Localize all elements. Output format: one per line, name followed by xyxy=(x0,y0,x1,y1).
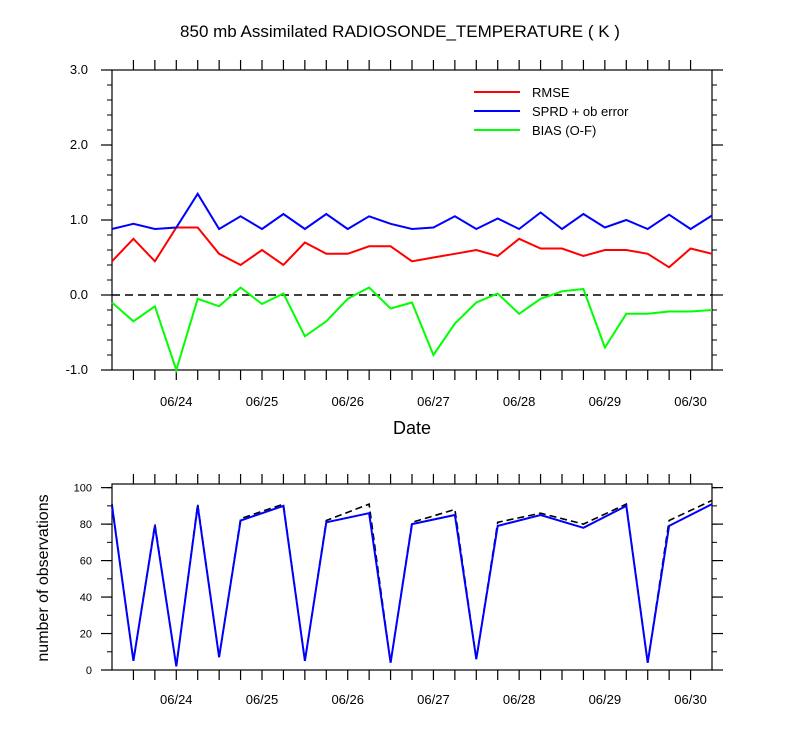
legend-label-2: BIAS (O-F) xyxy=(532,123,596,138)
top-series-line-1 xyxy=(111,191,713,231)
top-x-tick-label: 06/26 xyxy=(331,394,364,409)
bottom-x-tick-label: 06/27 xyxy=(417,692,450,707)
bottom-series-line-1 xyxy=(111,503,713,667)
top-x-tick-label: 06/30 xyxy=(674,394,707,409)
bottom-y-tick-label: 0 xyxy=(86,665,92,677)
legend-label-1: SPRD + ob error xyxy=(532,104,629,119)
bottom-y-tick-label: 100 xyxy=(74,483,92,495)
bottom-y-tick-label: 20 xyxy=(80,629,92,641)
top-y-tick-label: 3.0 xyxy=(70,62,88,77)
bottom-x-tick-label: 06/28 xyxy=(503,692,536,707)
bottom-plot-frame xyxy=(111,483,713,671)
bottom-y-tick-label: 60 xyxy=(80,556,92,568)
bottom-x-tick-label: 06/25 xyxy=(246,692,279,707)
top-x-tick-label: 06/28 xyxy=(503,394,536,409)
top-x-tick-label: 06/24 xyxy=(160,394,193,409)
top-y-tick-label: 0.0 xyxy=(70,287,88,302)
bottom-x-tick-label: 06/26 xyxy=(331,692,364,707)
top-y-tick-label: -1.0 xyxy=(66,362,88,377)
top-x-tick-label: 06/29 xyxy=(589,394,622,409)
bottom-x-tick-label: 06/29 xyxy=(589,692,622,707)
bottom-x-tick-label: 06/24 xyxy=(160,692,193,707)
top-y-tick-label: 2.0 xyxy=(70,137,88,152)
bottom-y-tick-label: 40 xyxy=(80,592,92,604)
legend-label-0: RMSE xyxy=(532,85,570,100)
top-y-tick-label: 1.0 xyxy=(70,212,88,227)
x-axis-label: Date xyxy=(392,418,432,438)
y-axis-label-observations: number of observations xyxy=(35,494,52,662)
bottom-y-tick-label: 80 xyxy=(80,519,92,531)
chart-title: 850 mb Assimilated RADIOSONDE_TEMPERATUR… xyxy=(180,22,620,41)
bottom-x-tick-label: 06/30 xyxy=(674,692,707,707)
top-x-tick-label: 06/27 xyxy=(417,394,450,409)
top-x-tick-label: 06/25 xyxy=(246,394,279,409)
top-series-line-2 xyxy=(111,286,713,374)
